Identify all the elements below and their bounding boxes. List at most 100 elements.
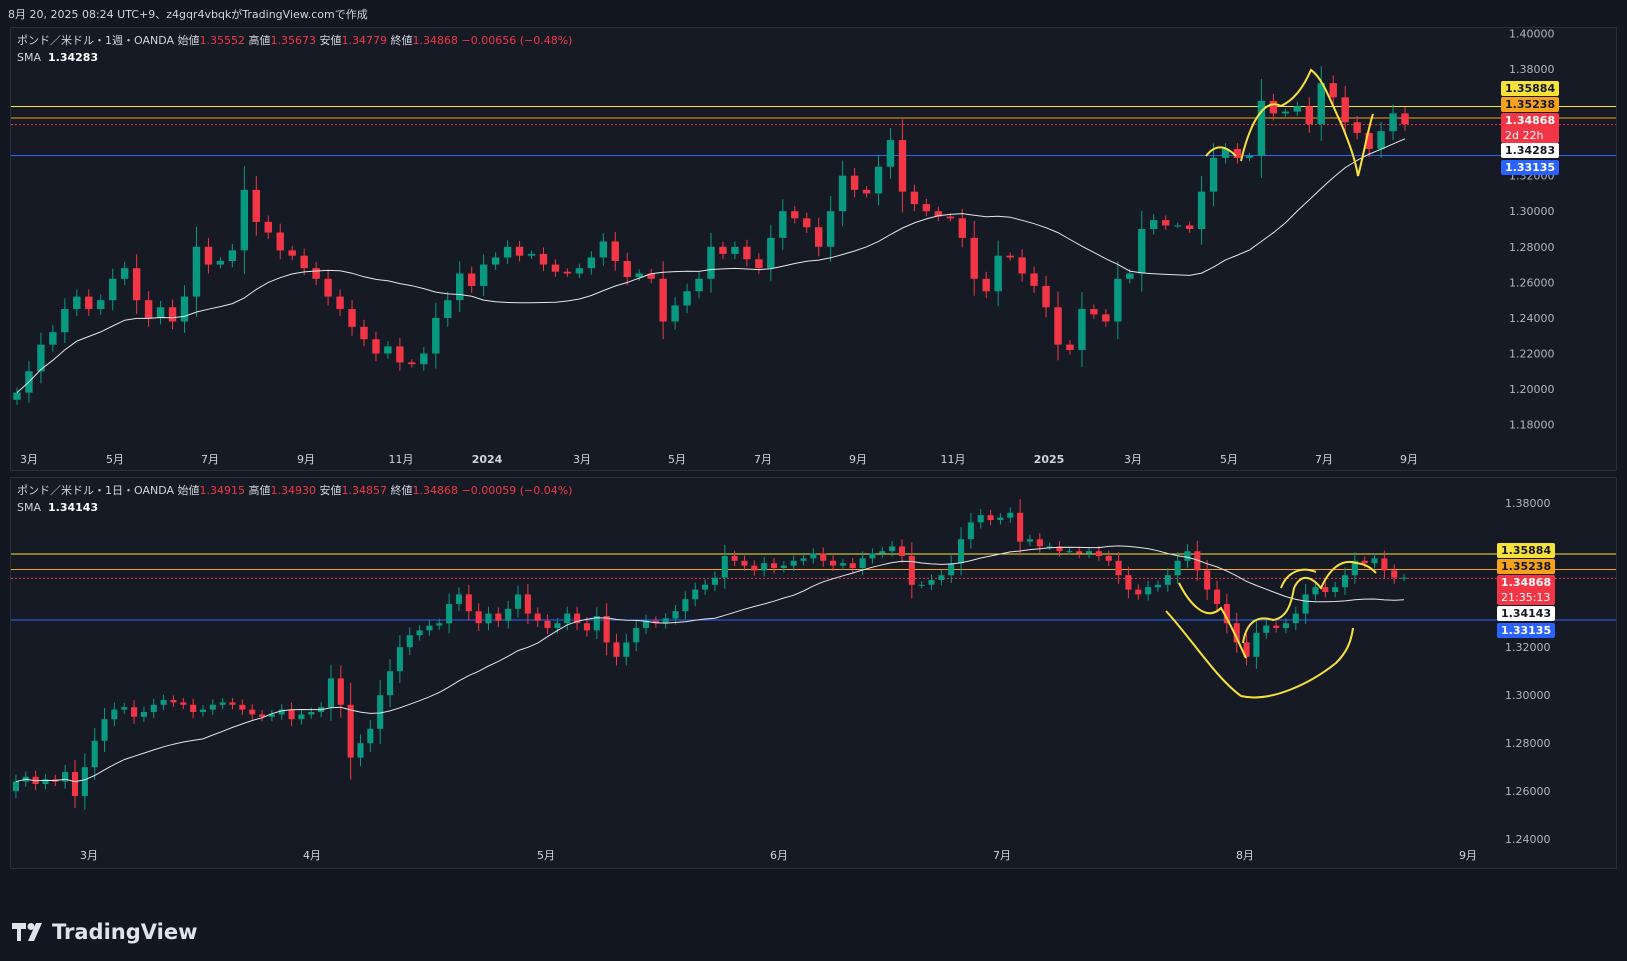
candle-up: [838, 175, 847, 212]
candle-down: [336, 296, 344, 310]
high-value: 1.34930: [270, 484, 317, 497]
candle-up: [109, 278, 117, 301]
candle-up: [436, 623, 443, 626]
candle-up: [416, 630, 423, 636]
close-value: 1.34868: [412, 34, 459, 47]
candle-up: [527, 253, 536, 256]
candle-up: [977, 515, 984, 523]
candle-up: [1114, 278, 1122, 322]
candle-up: [1312, 587, 1319, 595]
y-axis-tick-label: 1.30000: [1509, 205, 1555, 218]
candle-down: [970, 237, 978, 279]
candle-up: [1371, 558, 1378, 564]
candle-up: [633, 628, 640, 643]
candle-up: [1209, 157, 1218, 192]
support-badge: 1.33135: [1497, 623, 1556, 638]
countdown: 2d 22h: [1505, 129, 1544, 142]
y-axis-tick-label: 1.32000: [1505, 641, 1551, 654]
candle-down: [534, 613, 541, 621]
x-axis-tick-label: 5月: [537, 849, 555, 862]
candle-up: [1257, 100, 1266, 157]
daily-candlestick-chart[interactable]: 1.380001.360001.340001.320001.300001.280…: [11, 478, 1617, 869]
candle-up: [1263, 625, 1270, 633]
daily-legend: ポンド／米ドル・1日・OANDA 始値1.34915 高値1.34930 安値1…: [17, 482, 572, 516]
change-value: −0.00656 (−0.48%): [461, 34, 573, 47]
candle-down: [1017, 512, 1024, 542]
candle-up: [1007, 512, 1014, 518]
candle-up: [623, 642, 630, 657]
candle-down: [1135, 589, 1142, 595]
candle-up: [790, 560, 797, 566]
candle-up: [1245, 156, 1254, 158]
candle-up: [1389, 113, 1397, 132]
sma-value: 1.34283: [48, 51, 99, 64]
x-axis-tick-label: 2025: [1034, 453, 1065, 466]
candle-down: [1054, 307, 1062, 345]
candle-up: [308, 712, 315, 715]
candle-down: [922, 204, 931, 212]
daily-chart-panel[interactable]: 1.380001.360001.340001.320001.300001.280…: [10, 477, 1617, 869]
candle-up: [721, 556, 728, 578]
candle-up: [216, 261, 225, 265]
candle-up: [384, 346, 392, 354]
candle-up: [1332, 587, 1339, 592]
candle-up: [1281, 111, 1290, 114]
weekly-candlestick-chart[interactable]: 1.400001.380001.360001.340001.320001.300…: [11, 28, 1617, 471]
candle-up: [377, 695, 384, 729]
hand-drawn-annotation: [1205, 146, 1237, 157]
candle-up: [140, 712, 147, 717]
close-label: 終値: [390, 34, 413, 47]
candle-down: [1066, 344, 1074, 350]
weekly-chart-panel[interactable]: 1.400001.380001.360001.340001.320001.300…: [10, 27, 1617, 471]
candle-up: [1026, 539, 1034, 542]
high-label: 高値: [248, 34, 271, 47]
x-axis-tick-label: 3月: [573, 453, 591, 466]
candle-down: [743, 246, 751, 260]
candle-up: [386, 671, 394, 696]
open-label: 始値: [177, 484, 200, 497]
y-axis-tick-label: 1.38000: [1505, 497, 1551, 510]
candle-down: [613, 642, 620, 657]
candle-up: [859, 558, 866, 568]
x-axis-tick-label: 3月: [1124, 453, 1142, 466]
candle-down: [347, 704, 354, 758]
y-axis-tick-label: 1.24000: [1509, 312, 1555, 325]
candle-down: [475, 611, 482, 624]
candle-up: [396, 647, 403, 672]
candle-up: [948, 563, 955, 576]
candle-up: [711, 577, 718, 585]
candle-up: [1066, 551, 1073, 553]
candle-down: [755, 259, 763, 269]
candle-up: [554, 623, 561, 628]
candle-up: [767, 237, 775, 269]
candle-up: [874, 166, 883, 194]
candle-up: [12, 781, 19, 792]
candle-up: [599, 241, 608, 258]
candle-down: [1006, 255, 1014, 258]
candle-down: [1018, 257, 1026, 274]
candle-up: [81, 767, 88, 796]
candle-down: [524, 594, 531, 614]
candle-up: [180, 296, 189, 322]
candle-down: [276, 232, 284, 251]
candle-down: [515, 246, 524, 256]
x-axis-tick-label: 9月: [297, 453, 315, 466]
high-value: 1.35673: [270, 34, 317, 47]
candle-up: [505, 608, 512, 621]
candle-up: [1302, 594, 1309, 614]
candle-down: [1036, 539, 1043, 547]
candle-up: [1174, 560, 1181, 576]
tradingview-logo[interactable]: TradingView: [12, 920, 197, 944]
y-axis-tick-label: 1.18000: [1509, 419, 1555, 432]
x-axis-tick-label: 9月: [849, 453, 867, 466]
candle-down: [539, 253, 548, 265]
candle-down: [1381, 558, 1388, 571]
price-value: 1.34868: [1501, 576, 1552, 589]
candle-up: [635, 273, 643, 278]
x-axis-tick-label: 9月: [1459, 849, 1477, 862]
candle-up: [455, 594, 463, 604]
candle-up: [1173, 225, 1182, 227]
candle-up: [682, 599, 689, 612]
close-label: 終値: [390, 484, 413, 497]
candle-down: [719, 246, 727, 254]
